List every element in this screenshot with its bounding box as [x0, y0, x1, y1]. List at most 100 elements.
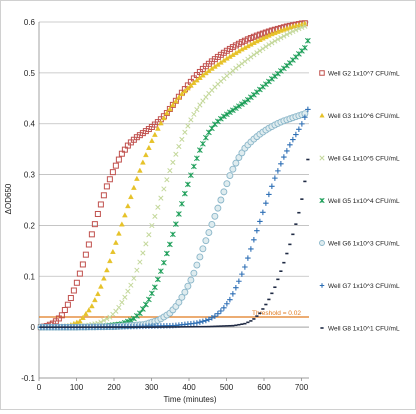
x-axis-title: Time (minutes)	[163, 395, 216, 404]
data-point	[85, 241, 92, 248]
y-tick-label: 0.5	[24, 69, 36, 78]
data-point	[319, 240, 325, 246]
data-point	[87, 326, 91, 328]
data-point	[152, 131, 158, 137]
data-point	[173, 151, 179, 157]
data-point	[98, 283, 104, 289]
legend-item: Well G5 1x10^4 CFU/mL	[319, 198, 400, 205]
series-5	[37, 110, 309, 331]
data-point	[223, 180, 231, 188]
data-point	[120, 326, 124, 328]
data-point	[302, 44, 308, 51]
data-point	[319, 70, 325, 76]
data-point	[306, 158, 310, 161]
data-point	[182, 129, 188, 135]
series-4	[38, 37, 311, 330]
data-point	[152, 213, 158, 220]
data-point	[101, 275, 107, 281]
data-point	[51, 326, 55, 328]
data-point	[273, 286, 277, 289]
data-point	[128, 282, 134, 288]
data-point	[296, 126, 302, 133]
data-point	[303, 180, 307, 183]
data-point	[254, 227, 260, 234]
data-point	[197, 319, 203, 325]
legend-label: Well G6 1x10^3 CFU/mL	[328, 240, 400, 247]
data-point	[161, 259, 167, 266]
y-tick-label: 0.2	[24, 221, 36, 230]
data-point	[164, 250, 170, 257]
data-point	[214, 204, 222, 212]
data-point	[207, 325, 211, 328]
data-point	[174, 326, 178, 328]
data-point	[230, 107, 236, 114]
data-point	[171, 326, 175, 328]
data-point	[287, 142, 293, 148]
data-point	[95, 290, 101, 297]
data-point	[209, 125, 215, 132]
data-point	[131, 275, 137, 281]
data-point	[188, 82, 194, 88]
data-point	[260, 209, 266, 216]
data-point	[188, 117, 194, 123]
data-point	[237, 323, 241, 326]
data-point	[227, 296, 233, 303]
data-point	[204, 325, 208, 328]
data-point	[260, 46, 266, 52]
data-point	[138, 326, 142, 328]
data-point	[125, 203, 131, 209]
data-point	[104, 267, 110, 273]
data-point	[246, 321, 250, 324]
data-point	[170, 159, 176, 165]
data-point	[119, 299, 125, 305]
data-point	[299, 24, 305, 31]
data-point	[219, 325, 223, 327]
data-point	[293, 131, 299, 138]
data-point	[200, 98, 206, 104]
data-point	[158, 120, 164, 126]
data-point	[189, 325, 193, 328]
data-point	[113, 308, 119, 314]
data-point	[57, 326, 61, 328]
data-point	[263, 44, 269, 50]
data-point	[240, 323, 244, 325]
data-point	[165, 326, 169, 328]
series-1	[37, 20, 308, 331]
data-point	[217, 196, 225, 204]
data-point	[173, 221, 179, 228]
legend-label: Well G4 1x10^5 CFU/mL	[328, 155, 400, 162]
data-point	[67, 295, 74, 302]
data-point	[278, 35, 284, 41]
data-point	[76, 270, 83, 277]
data-point	[143, 301, 149, 308]
legend-item: Well G2 1x10^7 CFU/mL	[319, 70, 400, 77]
data-point	[179, 200, 185, 207]
data-point	[64, 301, 71, 308]
data-point	[146, 232, 152, 238]
data-point	[190, 269, 198, 277]
data-point	[266, 191, 272, 198]
y-tick-label: 0.3	[24, 171, 36, 180]
data-point	[125, 288, 131, 294]
data-point	[111, 326, 115, 328]
data-point	[224, 111, 230, 118]
data-point	[177, 326, 181, 328]
data-point	[212, 313, 218, 319]
data-point	[92, 297, 98, 303]
data-point	[233, 284, 239, 291]
plot-area	[37, 20, 311, 331]
data-point	[215, 310, 221, 317]
data-point	[178, 293, 186, 301]
data-point	[156, 326, 160, 328]
data-point	[90, 326, 94, 328]
data-point	[269, 183, 275, 190]
data-point	[149, 137, 155, 143]
data-point	[281, 154, 287, 160]
data-point	[239, 61, 245, 67]
data-point	[175, 298, 183, 306]
data-point	[128, 193, 134, 200]
data-point	[134, 175, 140, 181]
legend-item: Well G8 1x10^1 CFU/mL	[320, 325, 400, 332]
x-axis: 0 100 200 300 400 500 600 700	[37, 326, 309, 392]
